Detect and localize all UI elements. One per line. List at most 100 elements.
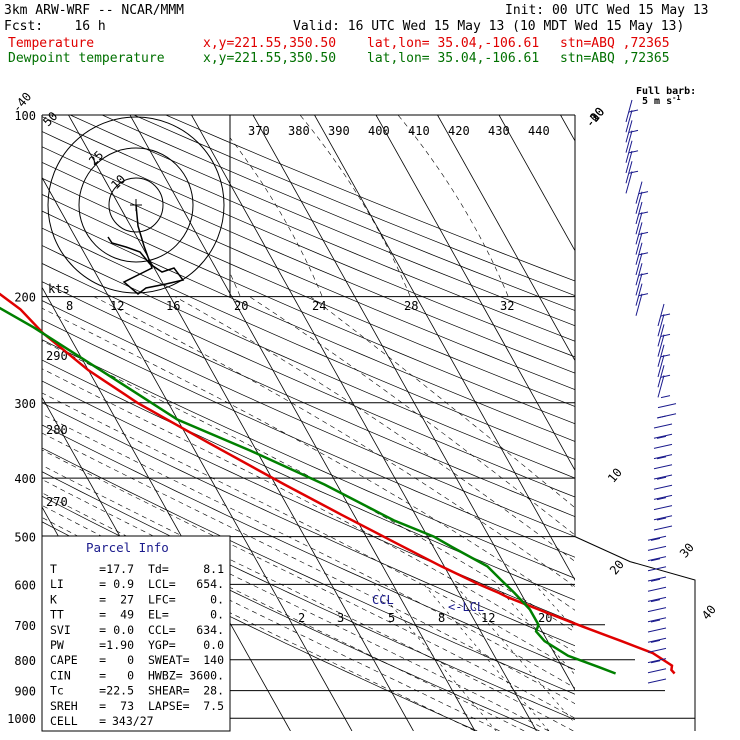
- theta-e-label: 430: [488, 124, 510, 138]
- parcel-value: 140: [203, 653, 224, 667]
- hodograph-ring: [78, 147, 194, 263]
- wind-barb-flag: [650, 558, 661, 562]
- wind-barb-flag: [660, 374, 671, 378]
- mixing-ratio-line: [617, 584, 740, 731]
- wind-barb: [647, 596, 667, 602]
- parcel-value: 3600.: [189, 668, 224, 682]
- wind-barb: [625, 161, 633, 184]
- pressure-label: 1000: [7, 712, 36, 726]
- wind-barb: [647, 637, 667, 643]
- ccl-marker: CCL: [372, 593, 394, 607]
- moist-adiabat-line: [42, 492, 525, 731]
- hodograph-ring-label: 50: [40, 109, 60, 129]
- wind-barb-flag: [650, 537, 661, 541]
- parcel-eq: =: [99, 684, 106, 698]
- dewpoint-station: stn=ABQ ,72365: [560, 51, 670, 66]
- wind-barb-flag: [656, 517, 667, 521]
- dewpoint-xy: x,y=221.55,350.50: [203, 51, 337, 66]
- wind-barb: [635, 201, 643, 225]
- wind-barb: [635, 263, 643, 286]
- wind-barb: [625, 140, 633, 163]
- wind-barb: [635, 191, 643, 214]
- wind-barb: [635, 283, 643, 306]
- mixing-ratio-label: 8: [438, 611, 445, 625]
- pressure-label: 700: [14, 619, 36, 633]
- moist-adiabat-line: [249, 296, 575, 536]
- parcel-value: 73: [120, 699, 134, 713]
- dry-adiabat-line: [42, 210, 575, 442]
- parcel-value: 0.0: [113, 623, 134, 637]
- mixing-ratio-line: [570, 584, 575, 591]
- wind-barb: [635, 181, 643, 204]
- temperature-profile: [0, 292, 676, 675]
- wind-barb-flag: [638, 272, 649, 276]
- wind-barb-flag: [628, 129, 639, 133]
- valid-time: Valid: 16 UTC Wed 15 May 13 (10 MDT Wed …: [293, 19, 685, 34]
- wind-barb: [647, 556, 667, 562]
- mixing-ratio-line: [495, 584, 575, 676]
- dewpoint-latlon: lat,lon= 35.04,-106.61: [367, 51, 540, 66]
- moist-adiabat-line: [42, 368, 575, 653]
- isotherm-line: [560, 115, 575, 142]
- upper-isotherm-label: 16: [166, 299, 180, 313]
- mixing-ratio-line: [534, 584, 575, 630]
- dry-adiabat-label: 290: [46, 349, 68, 363]
- isotherm-label: 30: [677, 540, 697, 560]
- parcel-eq: =: [99, 638, 106, 652]
- wind-barb: [653, 494, 673, 500]
- wind-barb: [625, 110, 633, 133]
- pressure-label: 100: [14, 109, 36, 123]
- dry-adiabat-line: [42, 402, 575, 647]
- wind-barb: [657, 375, 665, 398]
- wind-barb-flag: [638, 231, 649, 235]
- barb-legend-title: Full barb:: [636, 86, 696, 97]
- parcel-key: HWBZ=: [148, 668, 183, 682]
- pressure-label: 300: [14, 397, 36, 411]
- moist-adiabat-line: [42, 413, 575, 689]
- hodograph-ring-label: 10: [108, 172, 128, 192]
- isotherm-label: 40: [699, 602, 719, 622]
- parcel-key: EL=: [148, 608, 169, 622]
- temperature-legend: Temperature: [8, 36, 95, 51]
- parcel-key: LI: [50, 577, 64, 591]
- parcel-eq: =: [99, 653, 106, 667]
- isotherm-line: [42, 176, 353, 731]
- wind-barb-flag: [650, 599, 661, 603]
- wind-barb: [657, 344, 665, 367]
- upper-isotherm-label: 20: [234, 299, 248, 313]
- dry-adiabat-line: [42, 227, 575, 460]
- wind-barb-flag: [638, 252, 649, 256]
- dry-adiabat-line: [42, 281, 575, 517]
- wind-barb: [657, 365, 665, 388]
- isotherm-label: 20: [607, 557, 627, 577]
- mixing-ratio-label: 2: [298, 611, 305, 625]
- wind-barb: [635, 293, 643, 316]
- wind-barb: [625, 130, 633, 153]
- isotherm-line: [498, 115, 575, 252]
- isotherm-line: [437, 115, 575, 362]
- wind-barb-flag: [660, 354, 671, 358]
- isotherm-line: [314, 115, 575, 581]
- pressure-label: 900: [14, 685, 36, 699]
- isotherm-line: [191, 115, 537, 731]
- isotherm-line: [68, 115, 414, 731]
- parcel-key: YGP=: [148, 638, 176, 652]
- parcel-value: 0: [127, 653, 134, 667]
- parcel-info-title: Parcel Info: [86, 540, 169, 555]
- parcel-key: Td=: [148, 562, 169, 576]
- init-time: Init: 00 UTC Wed 15 May 13: [505, 3, 709, 18]
- dry-adiabat-line: [42, 359, 575, 601]
- isotherm-line: [42, 725, 45, 731]
- dewpoint-profile: [0, 306, 617, 675]
- wind-barb: [653, 474, 673, 480]
- wind-barb: [647, 607, 667, 613]
- parcel-value: 634.: [196, 623, 224, 637]
- pressure-label: 800: [14, 654, 36, 668]
- wind-barb: [647, 647, 667, 653]
- parcel-key: CAPE: [50, 653, 78, 667]
- wind-barb: [653, 484, 673, 490]
- parcel-eq: =: [99, 562, 106, 576]
- hodograph-kts-label: kts: [48, 282, 70, 296]
- parcel-value: 27: [120, 592, 134, 606]
